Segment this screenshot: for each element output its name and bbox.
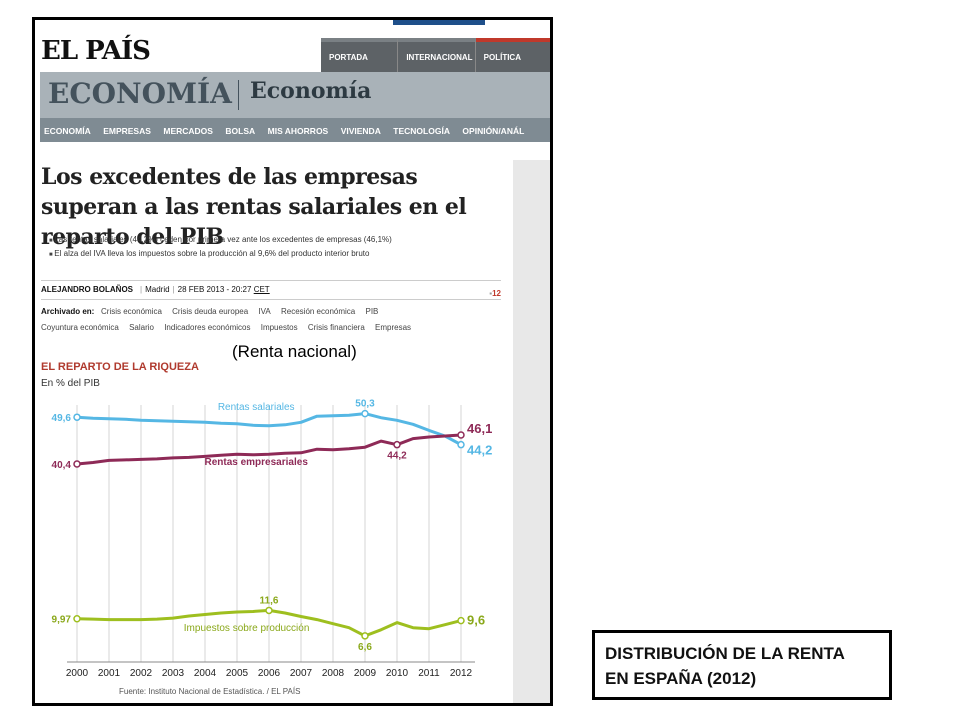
chart-source: Fuente: Instituto Nacional de Estadístic… [119, 687, 301, 696]
data-marker-2-2 [361, 632, 369, 640]
byline-date: 28 FEB 2013 - 20:27 [177, 285, 252, 294]
series-name-label-2: Impuestos sobre producción [184, 623, 310, 634]
tag-link[interactable]: Crisis deuda europea [172, 307, 249, 316]
x-tick-label-2000: 2000 [66, 668, 89, 679]
article-summary: Las rentas salariales (44,2%) ceden por … [49, 235, 509, 263]
article-tags: Archivado en: Crisis económica Crisis de… [41, 304, 501, 336]
subnav-tecnologia[interactable]: TECNOLOGÍA [393, 126, 450, 136]
tag-link[interactable]: Indicadores económicos [164, 323, 251, 332]
x-tick-label-2001: 2001 [98, 668, 121, 679]
x-tick-label-2002: 2002 [130, 668, 153, 679]
subnav-vivienda[interactable]: VIVIENDA [340, 126, 381, 136]
byline-separator: | [172, 285, 175, 294]
archived-label: Archivado en: [41, 307, 95, 316]
topnav-internacional[interactable]: INTERNACIONAL [398, 38, 476, 72]
series-name-label-0: Rentas salariales [218, 402, 295, 413]
tag-link[interactable]: Crisis financiera [307, 323, 365, 332]
article-headline: Los excedentes de las empresas superan a… [41, 164, 467, 250]
data-marker-2-3 [457, 616, 465, 625]
top-navigation: PORTADA INTERNACIONAL POLÍTICA [321, 38, 550, 72]
subnav-empresas[interactable]: EMPRESAS [103, 126, 151, 136]
tag-link[interactable]: PIB [365, 307, 379, 316]
renta-nacional-annotation: (Renta nacional) [232, 342, 357, 361]
subnav-mercados[interactable]: MERCADOS [163, 126, 213, 136]
comments-count[interactable]: ▪ 12 [489, 285, 501, 298]
data-label-0-1: 50,3 [355, 399, 375, 410]
data-label-2-3: 9,6 [467, 613, 485, 628]
byline-place: Madrid [145, 285, 170, 294]
byline-separator: | [140, 285, 143, 294]
data-marker-2-0 [73, 614, 81, 623]
data-label-0-0: 49,6 [52, 413, 72, 424]
data-marker-0-0 [73, 413, 81, 421]
caption-line: DISTRIBUCIÓN DE LA RENTA [605, 644, 845, 663]
article-byline: ALEJANDRO BOLAÑOS | Madrid | 28 FEB 2013 - 2… [41, 280, 501, 300]
data-marker-1-0 [73, 460, 81, 468]
tag-link[interactable]: Recesión económica [280, 307, 356, 316]
section-subtitle: Economía [250, 78, 372, 104]
data-marker-0-1 [361, 409, 369, 418]
tag-link[interactable]: Salario [129, 323, 154, 332]
summary-bullet: El alza del IVA lleva los impuestos sobr… [49, 249, 509, 258]
wealth-distribution-chart: 2000 2001 2002 2003 2004 2005 2006 2007 2008 2009… [52, 399, 493, 679]
subnav-mis-ahorros[interactable]: MIS AHORROS [267, 126, 329, 136]
section-title: ECONOMÍA [48, 77, 232, 110]
x-tick-label-2004: 2004 [194, 668, 217, 679]
data-label-2-0: 9,97 [52, 615, 72, 626]
data-label-1-1: 44,2 [387, 451, 407, 462]
comments-count-number: 12 [492, 289, 501, 298]
x-tick-label-2008: 2008 [322, 668, 345, 679]
comment-bubble-icon: ▪ [489, 289, 493, 298]
subnav-opinion[interactable]: OPINIÓN/ANÁL [462, 126, 525, 136]
section-divider [238, 80, 239, 110]
author-name[interactable]: ALEJANDRO BOLAÑOS [41, 285, 134, 294]
data-marker-1-2 [457, 431, 465, 439]
x-tick-label-2009: 2009 [354, 668, 377, 679]
data-label-2-2: 6,6 [358, 642, 372, 653]
article-screenshot: EL PAÍS PORTADA INTERNACIONAL POLÍTICA E… [32, 17, 553, 706]
caption-line: EN ESPAÑA (2012) [605, 669, 757, 688]
data-label-1-2: 46,1 [467, 421, 492, 436]
tag-link[interactable]: Empresas [375, 323, 412, 332]
x-tick-label-2003: 2003 [162, 668, 185, 679]
tag-link[interactable]: IVA [258, 307, 271, 316]
masthead-tab [393, 20, 485, 25]
chart-title: EL REPARTO DE LA RIQUEZA [41, 361, 199, 373]
topnav-politica[interactable]: POLÍTICA [475, 38, 550, 72]
chart-y-unit: En % del PIB [41, 378, 100, 389]
sidebar-placeholder [513, 160, 550, 690]
subnav-bolsa[interactable]: BOLSA [225, 126, 256, 136]
x-tick-label-2005: 2005 [226, 668, 249, 679]
byline-timezone: CET [253, 285, 270, 294]
data-label-0-2: 44,2 [467, 443, 492, 458]
x-tick-label-2007: 2007 [290, 668, 313, 679]
data-marker-1-1 [393, 440, 401, 449]
series-line-0 [76, 412, 462, 447]
section-banner: ECONOMÍA Economía [40, 72, 550, 118]
data-label-2-1: 11,6 [260, 595, 279, 606]
x-tick-label-2011: 2011 [418, 668, 440, 679]
tag-link[interactable]: Impuestos [260, 323, 298, 332]
subnav-economia[interactable]: ECONOMÍA [44, 126, 91, 136]
x-tick-label-2006: 2006 [258, 668, 281, 679]
data-label-1-0: 40,4 [52, 460, 72, 471]
x-tick-label-2010: 2010 [386, 668, 409, 679]
tag-link[interactable]: Crisis económica [101, 307, 162, 316]
x-tick-label-2012: 2012 [450, 668, 473, 679]
data-marker-2-1 [265, 606, 273, 615]
data-marker-0-2 [457, 440, 465, 449]
sidebar-placeholder-bottom [513, 688, 550, 703]
topnav-portada[interactable]: PORTADA [321, 38, 399, 72]
summary-bullet: Las rentas salariales (44,2%) ceden por … [49, 235, 509, 244]
section-subnav: ECONOMÍA EMPRESAS MERCADOS BOLSA MIS AHO… [40, 118, 550, 142]
slide-caption: DISTRIBUCIÓN DE LA RENTA EN ESPAÑA (2012… [592, 630, 892, 700]
tag-link[interactable]: Coyuntura económica [41, 323, 119, 332]
el-pais-logo[interactable]: EL PAÍS [41, 36, 151, 66]
series-name-label-1: Rentas empresariales [204, 457, 308, 468]
